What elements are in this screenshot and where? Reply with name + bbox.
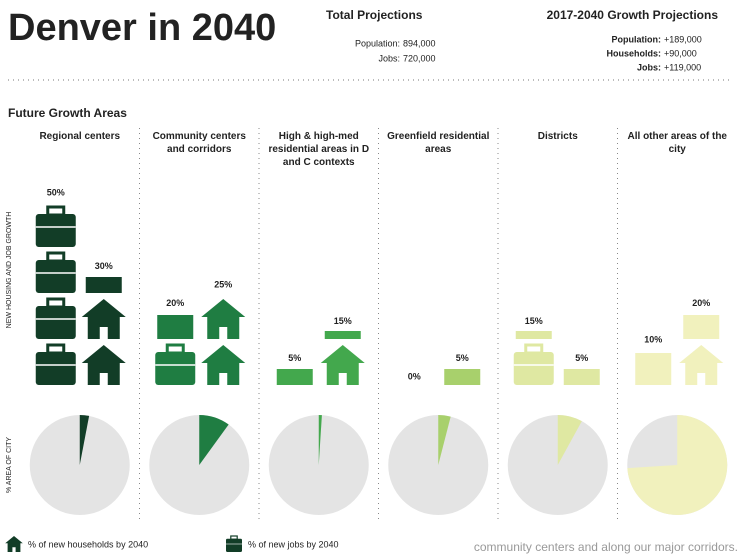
briefcase-handle [46,297,66,309]
pie-slice [79,415,90,465]
jobs-bar [276,369,313,385]
partial-icon [276,369,313,385]
briefcase-body [226,538,242,552]
total-value: 720,000 [403,53,436,63]
growth-label: Households: [606,48,661,58]
caption: community centers and along our major co… [474,540,738,554]
briefcase-body [155,352,196,385]
house [5,536,23,552]
category-label: Districts [537,131,578,142]
house [679,345,724,385]
jobs-bar [513,331,554,385]
households-bar [81,277,126,385]
growth-title: 2017-2040 Growth Projections [547,8,719,22]
value-label: 5% [575,353,588,363]
growth-label: Population: [612,34,662,44]
partial-icon [85,277,122,293]
total-label: Population: [355,38,400,48]
growth-label: Jobs: [637,62,661,72]
category-label: Community centers and corridors [152,131,246,155]
pie-slice [318,415,322,465]
partial-icon [515,331,552,339]
partial-icon [324,331,361,339]
briefcase-body [35,352,76,385]
value-label: 50% [47,187,65,197]
legend-icon [5,536,23,552]
briefcase-body [35,260,76,293]
category-label: Greenfield residential areas [387,131,490,155]
title: Denver in 2040 [8,7,276,49]
briefcase-handle [46,343,66,355]
section-title: Future Growth Areas [8,106,127,120]
value-label: 20% [692,298,710,308]
legend-label: % of new households by 2040 [28,539,148,549]
total-label: Jobs: [378,53,400,63]
households-bar [444,369,481,385]
growth-value: +90,000 [664,48,697,58]
briefcase-body [35,214,76,247]
households-bar [679,315,724,385]
briefcase-body [35,306,76,339]
briefcase-handle [165,343,185,355]
value-label: 30% [95,261,113,271]
total-value: 894,000 [403,38,436,48]
value-label: 10% [644,335,662,345]
jobs-bar [35,205,76,385]
house [201,345,246,385]
total-title: Total Projections [326,8,423,22]
partial-icon [563,369,600,385]
value-label: 5% [288,353,301,363]
briefcase-body [513,352,554,385]
value-label: 20% [166,298,184,308]
house [81,345,126,385]
partial-icon [683,315,720,339]
category-label: Regional centers [39,131,121,142]
house [81,299,126,339]
legend-label: % of new jobs by 2040 [248,539,339,549]
jobs-bar [155,315,196,385]
pie-slice [627,415,728,515]
pie-slice [199,415,229,465]
pie-slice [438,415,451,465]
value-label: 25% [214,279,232,289]
house [201,299,246,339]
briefcase-handle [524,343,544,355]
legend-icon [226,535,243,552]
value-label: 0% [408,371,421,381]
jobs-bar [635,353,672,385]
category-label: High & high-med residential areas in D a… [268,131,370,168]
value-label: 5% [456,353,469,363]
partial-icon [444,369,481,385]
briefcase-handle [230,535,238,540]
house [320,345,365,385]
households-bar [320,331,365,385]
pie-slice [557,415,582,465]
partial-icon [635,353,672,385]
value-label: 15% [334,316,352,326]
households-bar [563,369,600,385]
y-axis-label: NEW HOUSING AND JOB GROWTH [6,212,13,329]
growth-value: +189,000 [664,34,702,44]
briefcase-handle [46,205,66,217]
growth-value: +119,000 [664,62,701,72]
category-label: All other areas of the city [627,131,727,155]
y-axis-label: % AREA OF CITY [6,437,13,493]
households-bar [201,299,246,385]
partial-icon [157,315,194,339]
value-label: 15% [525,316,543,326]
briefcase-handle [46,251,66,263]
